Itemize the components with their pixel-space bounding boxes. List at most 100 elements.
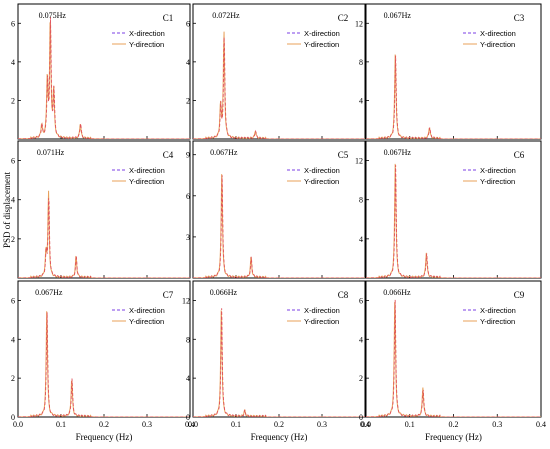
series-x-direction <box>18 17 190 139</box>
legend-label-x: X-direction <box>304 29 340 38</box>
series-y-direction <box>18 190 190 278</box>
peak-frequency-label: 0.066Hz <box>210 288 238 297</box>
series-y-direction <box>18 311 190 417</box>
series-x-direction <box>366 55 541 139</box>
x-tick-label: 0.3 <box>142 420 152 429</box>
panel-title: C4 <box>163 150 174 160</box>
x-tick-label: 0.0 <box>361 420 371 429</box>
y-tick-label: 4 <box>359 335 363 344</box>
series-y-direction <box>366 54 541 139</box>
y-tick-label: 2 <box>11 374 15 383</box>
peak-frequency-label: 0.072Hz <box>212 11 240 20</box>
subplot-c1: 2 4 6 0.075Hz C1 X-direction Y-direction <box>11 3 191 140</box>
y-tick-label: 4 <box>359 235 363 244</box>
peak-frequency-label: 0.071Hz <box>37 148 65 157</box>
series-x-direction <box>193 308 365 417</box>
x-tick-label: 0.0 <box>13 420 23 429</box>
subplot-c5: 3 6 9 0.067Hz C5 X-direction Y-direction <box>186 140 366 279</box>
y-tick-label: 9 <box>186 151 190 160</box>
peak-frequency-label: 0.067Hz <box>384 148 412 157</box>
series-y-direction <box>193 174 365 278</box>
panel-title: C3 <box>514 13 525 23</box>
panel-title: C1 <box>163 13 174 23</box>
y-tick-label: 6 <box>11 157 15 166</box>
y-axis-label: PSD of displacement <box>2 172 12 248</box>
x-tick-label: 0.1 <box>56 420 66 429</box>
y-tick-label: 8 <box>359 58 363 67</box>
legend-label-y: Y-direction <box>129 40 164 49</box>
x-tick-label: 0.4 <box>185 420 195 429</box>
peak-frequency-label: 0.066Hz <box>383 288 411 297</box>
subplot-c6: 4 8 12 0.067Hz C6 X-direction Y-direction <box>355 140 542 279</box>
y-tick-label: 6 <box>11 296 15 305</box>
y-tick-label: 4 <box>11 58 15 67</box>
y-tick-label: 12 <box>182 296 190 305</box>
subplot-c2: 2 4 6 0.072Hz C2 X-direction Y-direction <box>186 3 366 140</box>
legend-label-y: Y-direction <box>304 40 339 49</box>
legend-label-x: X-direction <box>304 166 340 175</box>
series-y-direction <box>193 310 365 417</box>
series-x-direction <box>18 198 190 278</box>
panel-title: C5 <box>338 150 349 160</box>
subplot-c4: 2 4 6 0.071Hz C4 X-direction Y-direction <box>11 140 191 279</box>
y-tick-label: 4 <box>359 96 363 105</box>
legend-label-x: X-direction <box>480 29 516 38</box>
legend-label-y: Y-direction <box>304 317 339 326</box>
x-tick-label: 0.2 <box>99 420 109 429</box>
plot-frame <box>192 280 366 418</box>
x-axis-label: Frequency (Hz) <box>76 432 133 442</box>
panel-title: C6 <box>514 150 525 160</box>
plot-frame <box>192 140 366 279</box>
legend-label-y: Y-direction <box>480 40 515 49</box>
series-x-direction <box>366 299 541 417</box>
panel-title: C7 <box>163 290 174 300</box>
legend-label-y: Y-direction <box>480 317 515 326</box>
panel-title: C8 <box>338 290 349 300</box>
x-axis-label: Frequency (Hz) <box>425 432 482 442</box>
plot-frame <box>365 3 542 140</box>
legend-label-x: X-direction <box>129 306 165 315</box>
y-tick-label: 4 <box>11 196 15 205</box>
y-tick-label: 4 <box>11 335 15 344</box>
series-x-direction <box>193 175 365 278</box>
x-axis-label: Frequency (Hz) <box>251 432 308 442</box>
x-tick-label: 0.0 <box>188 420 198 429</box>
legend-label-y: Y-direction <box>129 317 164 326</box>
plot-frame <box>17 280 191 418</box>
legend-label-x: X-direction <box>480 306 516 315</box>
peak-frequency-label: 0.067Hz <box>210 148 238 157</box>
legend-label-y: Y-direction <box>304 177 339 186</box>
subplot-c9: 0 2 4 6 0.0 0.1 0.2 0.3 0.4 Frequency (Hz) 0.066Hz… <box>359 280 546 442</box>
y-tick-label: 0 <box>359 413 363 422</box>
subplot-c7: 0 2 4 6 0.0 0.1 0.2 0.3 0.4 Frequency (Hz) 0.067Hz… <box>11 280 195 442</box>
y-tick-label: 4 <box>186 58 190 67</box>
series-y-direction <box>193 31 365 139</box>
legend-label-x: X-direction <box>129 166 165 175</box>
plot-frame <box>17 3 191 140</box>
series-y-direction <box>18 22 190 139</box>
x-tick-label: 0.3 <box>492 420 502 429</box>
subplot-c8: 0 4 8 12 0.0 0.1 0.2 0.3 0.4 Frequency (Hz) 0.066H… <box>182 280 370 442</box>
y-tick-label: 12 <box>355 19 363 28</box>
plot-frame <box>17 140 191 279</box>
plot-frame <box>365 140 542 279</box>
y-tick-label: 2 <box>359 374 363 383</box>
x-tick-label: 0.1 <box>405 420 415 429</box>
x-tick-label: 0.4 <box>360 420 370 429</box>
peak-frequency-label: 0.067Hz <box>35 288 63 297</box>
y-tick-label: 3 <box>186 233 190 242</box>
x-tick-label: 0.4 <box>536 420 546 429</box>
y-tick-label: 2 <box>11 96 15 105</box>
series-x-direction <box>18 312 190 417</box>
legend-label-x: X-direction <box>129 29 165 38</box>
legend-label-y: Y-direction <box>129 177 164 186</box>
x-tick-label: 0.3 <box>317 420 327 429</box>
y-tick-label: 8 <box>359 196 363 205</box>
y-tick-label: 2 <box>186 96 190 105</box>
y-tick-label: 6 <box>359 296 363 305</box>
panel-title: C2 <box>338 13 349 23</box>
y-tick-label: 6 <box>186 192 190 201</box>
legend-label-x: X-direction <box>304 306 340 315</box>
y-tick-label: 0 <box>11 413 15 422</box>
